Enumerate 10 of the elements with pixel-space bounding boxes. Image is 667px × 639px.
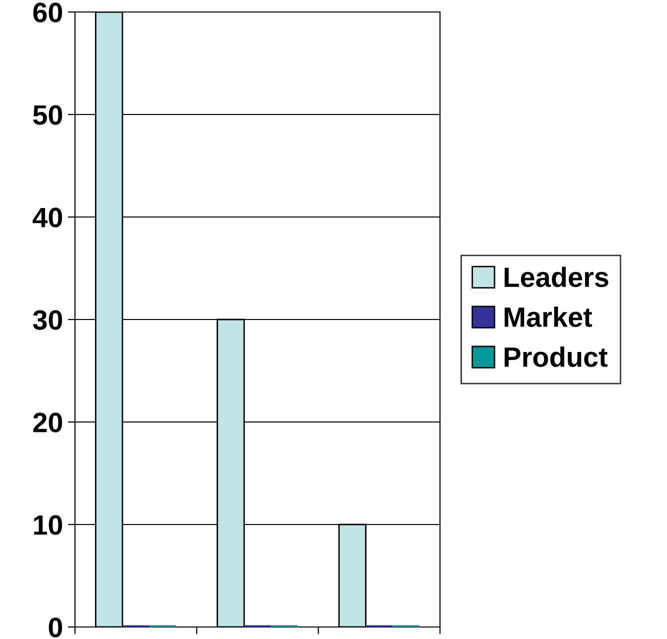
y-tick-label: 20 <box>33 412 62 432</box>
y-tick-label: 60 <box>33 2 62 22</box>
y-tick-label: 0 <box>48 618 62 638</box>
y-tick-label: 30 <box>32 310 62 330</box>
legend-label: Market <box>504 306 592 328</box>
legend-label: Product <box>504 346 608 367</box>
y-tick-label: 40 <box>32 208 62 228</box>
y-tick-label: 50 <box>33 105 62 125</box>
legend-label: Leaders <box>504 266 608 288</box>
y-tick-label: 10 <box>34 515 62 535</box>
